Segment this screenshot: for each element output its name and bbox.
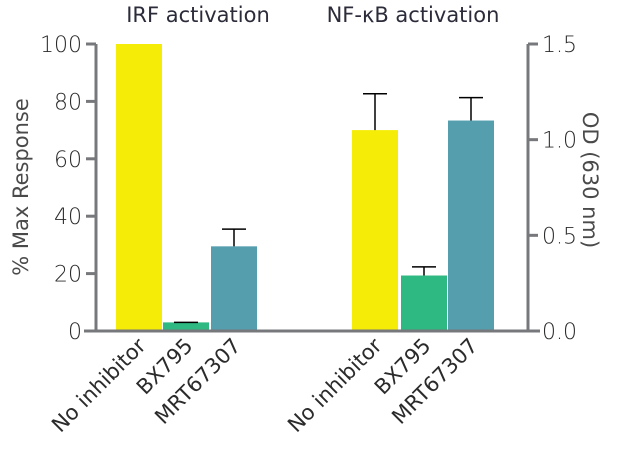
right-tick-label: 0.5 (542, 224, 577, 249)
left-tick-label: 20 (54, 263, 82, 288)
bar-bx795 (163, 322, 209, 330)
left-tick-label: 100 (40, 33, 82, 58)
group-title-irf: IRF activation (126, 3, 270, 27)
bar-mrt67307 (211, 246, 257, 330)
left-tick-label: 0 (68, 320, 82, 345)
bar-no-inhibitor (352, 130, 398, 330)
left-tick-label: 60 (54, 148, 82, 173)
bar-bx795 (401, 275, 447, 330)
right-tick-label: 0.0 (542, 320, 577, 345)
right-tick-label: 1.0 (542, 129, 577, 154)
left-axis-label: % Max Response (9, 98, 33, 276)
right-axis-label: OD (630 nm) (578, 112, 602, 248)
left-tick-label: 80 (54, 90, 82, 115)
group-title-nfkb: NF-κB activation (327, 3, 500, 27)
bar-mrt67307 (448, 120, 494, 330)
category-label: No inhibitor (283, 333, 387, 437)
right-tick-label: 1.5 (542, 33, 577, 58)
left-tick-label: 40 (54, 205, 82, 230)
bar-no-inhibitor (116, 44, 162, 330)
